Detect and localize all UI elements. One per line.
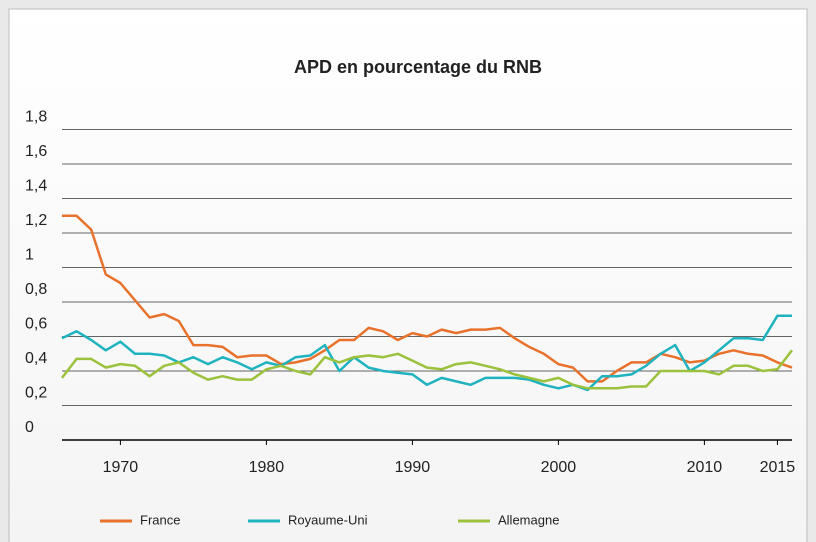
series-line <box>61 314 792 392</box>
series-line <box>62 214 793 383</box>
x-tick-label: 1970 <box>103 459 139 476</box>
legend-label: France <box>140 512 180 527</box>
x-tick-label: 2000 <box>541 459 577 476</box>
chart-frame <box>8 8 808 542</box>
chart-title: APD en pourcentage du RNB <box>294 57 542 77</box>
y-tick-label: 0,8 <box>25 281 47 298</box>
y-tick-label: 1,4 <box>25 178 47 195</box>
x-tick-label: 1990 <box>395 459 431 476</box>
x-tick-label: 1980 <box>249 459 285 476</box>
y-tick-label: 0 <box>25 419 34 436</box>
x-tick-label: 2010 <box>687 459 723 476</box>
y-tick-label: 1,8 <box>25 109 47 126</box>
y-tick-label: 1,2 <box>25 212 47 229</box>
x-tick-label: 2015 <box>760 459 796 476</box>
legend-label: Allemagne <box>498 512 559 527</box>
y-tick-label: 0,6 <box>25 316 47 333</box>
series-line <box>61 349 793 390</box>
y-tick-label: 1 <box>25 247 34 264</box>
y-tick-label: 1,6 <box>25 143 47 160</box>
legend-label: Royaume-Uni <box>288 512 368 527</box>
y-tick-label: 0,4 <box>25 350 47 367</box>
y-tick-label: 0,2 <box>25 385 47 402</box>
